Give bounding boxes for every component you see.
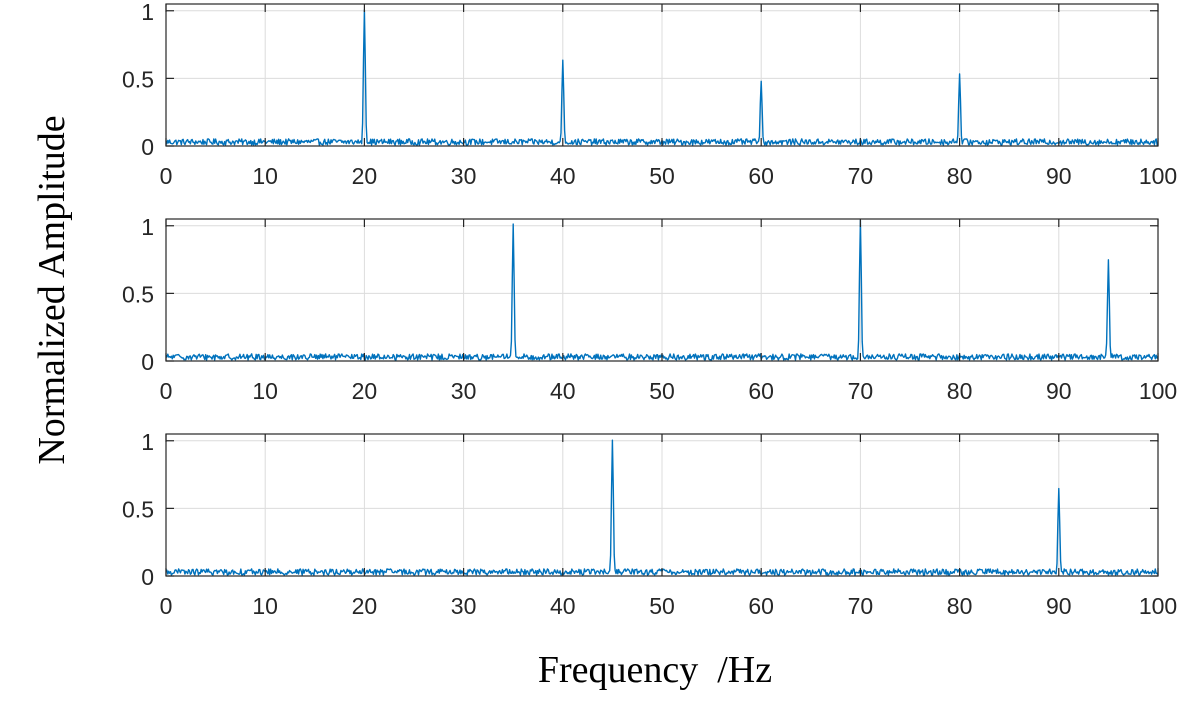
x-tick-label: 100	[1139, 163, 1177, 189]
subplot-2: 0 10 20 30 40 50 60 70 80 90 100 0 0.5 1	[122, 214, 1177, 404]
x-tick-label: 70	[848, 593, 874, 619]
x-tick-label: 20	[352, 378, 378, 404]
x-tick-label: 50	[649, 593, 675, 619]
x-tick-label: 40	[550, 593, 576, 619]
x-tick-label: 100	[1139, 593, 1177, 619]
subplot-1: 0 10 20 30 40 50 60 70 80 90 100 0 0.5 1	[122, 0, 1177, 189]
x-tick-label: 50	[649, 163, 675, 189]
y-tick-label: 0.5	[122, 281, 154, 307]
x-tick-label: 40	[550, 378, 576, 404]
y-tick-label: 0.5	[122, 496, 154, 522]
x-tick-label: 10	[252, 163, 278, 189]
x-tick-label: 10	[252, 593, 278, 619]
x-tick-label: 90	[1046, 163, 1072, 189]
x-tick-label: 20	[352, 163, 378, 189]
y-tick-label: 1	[141, 429, 154, 455]
y-tick-label: 0	[141, 134, 154, 160]
x-tick-label: 90	[1046, 593, 1072, 619]
x-tick-label: 80	[947, 378, 973, 404]
x-tick-label: 100	[1139, 378, 1177, 404]
y-tick-label: 1	[141, 214, 154, 240]
x-tick-label: 20	[352, 593, 378, 619]
y-tick-label: 1	[141, 0, 154, 25]
x-tick-label: 70	[848, 378, 874, 404]
x-axis-label: Frequency /Hz	[538, 649, 772, 691]
x-tick-label: 80	[947, 593, 973, 619]
x-tick-label: 30	[451, 163, 477, 189]
x-tick-label: 30	[451, 593, 477, 619]
x-tick-label: 0	[160, 163, 173, 189]
x-tick-label: 0	[160, 378, 173, 404]
x-tick-label: 70	[848, 163, 874, 189]
x-tick-label: 40	[550, 163, 576, 189]
x-tick-label: 80	[947, 163, 973, 189]
x-tick-label: 30	[451, 378, 477, 404]
y-tick-label: 0	[141, 349, 154, 375]
x-tick-label: 60	[748, 593, 774, 619]
x-tick-label: 60	[748, 378, 774, 404]
x-tick-label: 60	[748, 163, 774, 189]
x-tick-label: 50	[649, 378, 675, 404]
y-tick-label: 0	[141, 564, 154, 590]
x-tick-label: 90	[1046, 378, 1072, 404]
x-tick-label: 10	[252, 378, 278, 404]
y-tick-label: 0.5	[122, 66, 154, 92]
y-axis-label: Normalized Amplitude	[31, 115, 73, 464]
subplot-3: 0 10 20 30 40 50 60 70 80 90 100 0 0.5 1	[122, 429, 1177, 619]
x-tick-label: 0	[160, 593, 173, 619]
